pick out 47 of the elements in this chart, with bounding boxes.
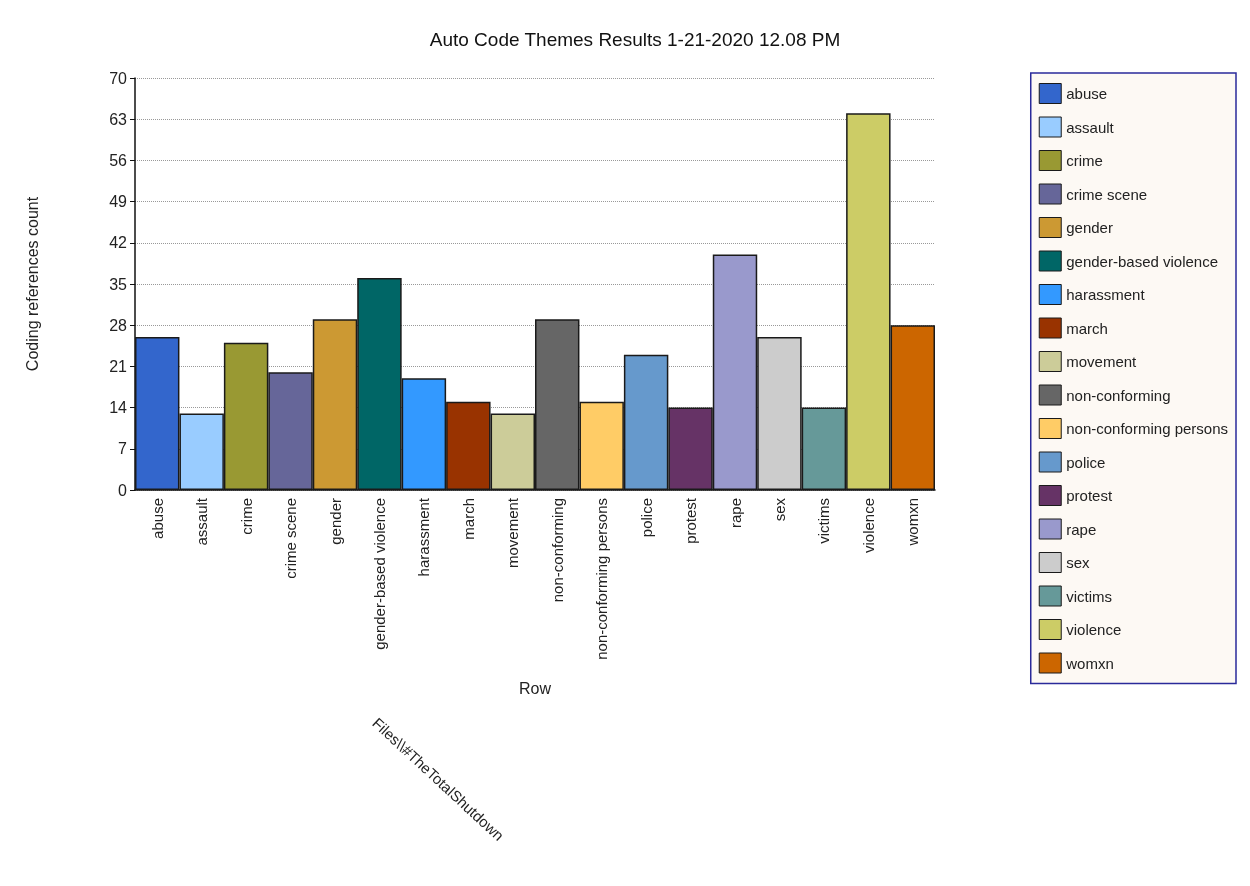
legend-label: victims xyxy=(1066,587,1113,605)
x-tick-label: rape xyxy=(726,498,744,529)
y-tick-label: 0 xyxy=(118,481,128,499)
y-tick-label: 42 xyxy=(109,234,128,252)
legend-label: abuse xyxy=(1066,85,1108,102)
legend-label: march xyxy=(1066,319,1108,337)
x-tick-label: police xyxy=(637,498,655,538)
legend-label: harassment xyxy=(1066,286,1146,303)
y-tick-label: 35 xyxy=(109,275,128,293)
y-tick-label: 63 xyxy=(109,110,128,128)
legend-label: crime scene xyxy=(1066,185,1148,203)
legend-label: movement xyxy=(1066,353,1138,370)
legend-label: crime xyxy=(1066,152,1103,169)
legend-label: womxn xyxy=(1065,654,1114,672)
y-tick-label: 70 xyxy=(109,69,128,87)
y-tick-label: 56 xyxy=(109,151,128,169)
x-tick-label: violence xyxy=(859,498,877,554)
x-axis-title: Row xyxy=(518,679,552,697)
x-tick-label: assault xyxy=(193,497,211,546)
y-tick-label: 49 xyxy=(109,193,128,211)
x-tick-label: crime xyxy=(237,498,255,535)
x-tick-label: crime scene xyxy=(282,498,300,579)
legend-label: gender xyxy=(1066,219,1113,236)
x-tick-label: gender-based violence xyxy=(370,498,388,650)
x-tick-label: harassment xyxy=(415,497,433,577)
legend-label: assault xyxy=(1066,118,1115,136)
y-tick-label: 21 xyxy=(109,357,128,375)
legend-label: non-conforming xyxy=(1066,386,1171,404)
x-tick-label: womxn xyxy=(904,498,922,547)
y-tick-label: 14 xyxy=(109,399,128,417)
legend-label: non-conforming persons xyxy=(1066,420,1229,437)
y-axis-title: Coding references count xyxy=(23,196,41,372)
y-tick-label: 7 xyxy=(118,440,128,458)
x-tick-label: gender xyxy=(326,498,344,545)
x-tick-label: abuse xyxy=(148,498,166,539)
x-tick-label: non-conforming persons xyxy=(593,498,611,660)
x-tick-label: movement xyxy=(504,497,522,569)
x-tick-label: sex xyxy=(770,497,788,522)
x-tick-label: march xyxy=(459,498,477,540)
x-tick-label: protest xyxy=(682,497,700,544)
legend-label: gender-based violence xyxy=(1066,252,1219,270)
chart-title: Auto Code Themes Results 1-21-2020 12.08 PM xyxy=(429,29,841,50)
legend-label: violence xyxy=(1066,621,1122,638)
y-tick-label: 28 xyxy=(109,316,128,334)
legend-label: police xyxy=(1066,453,1106,471)
x-tick-label: victims xyxy=(815,498,833,544)
x-tick-label: non-conforming xyxy=(548,498,566,603)
